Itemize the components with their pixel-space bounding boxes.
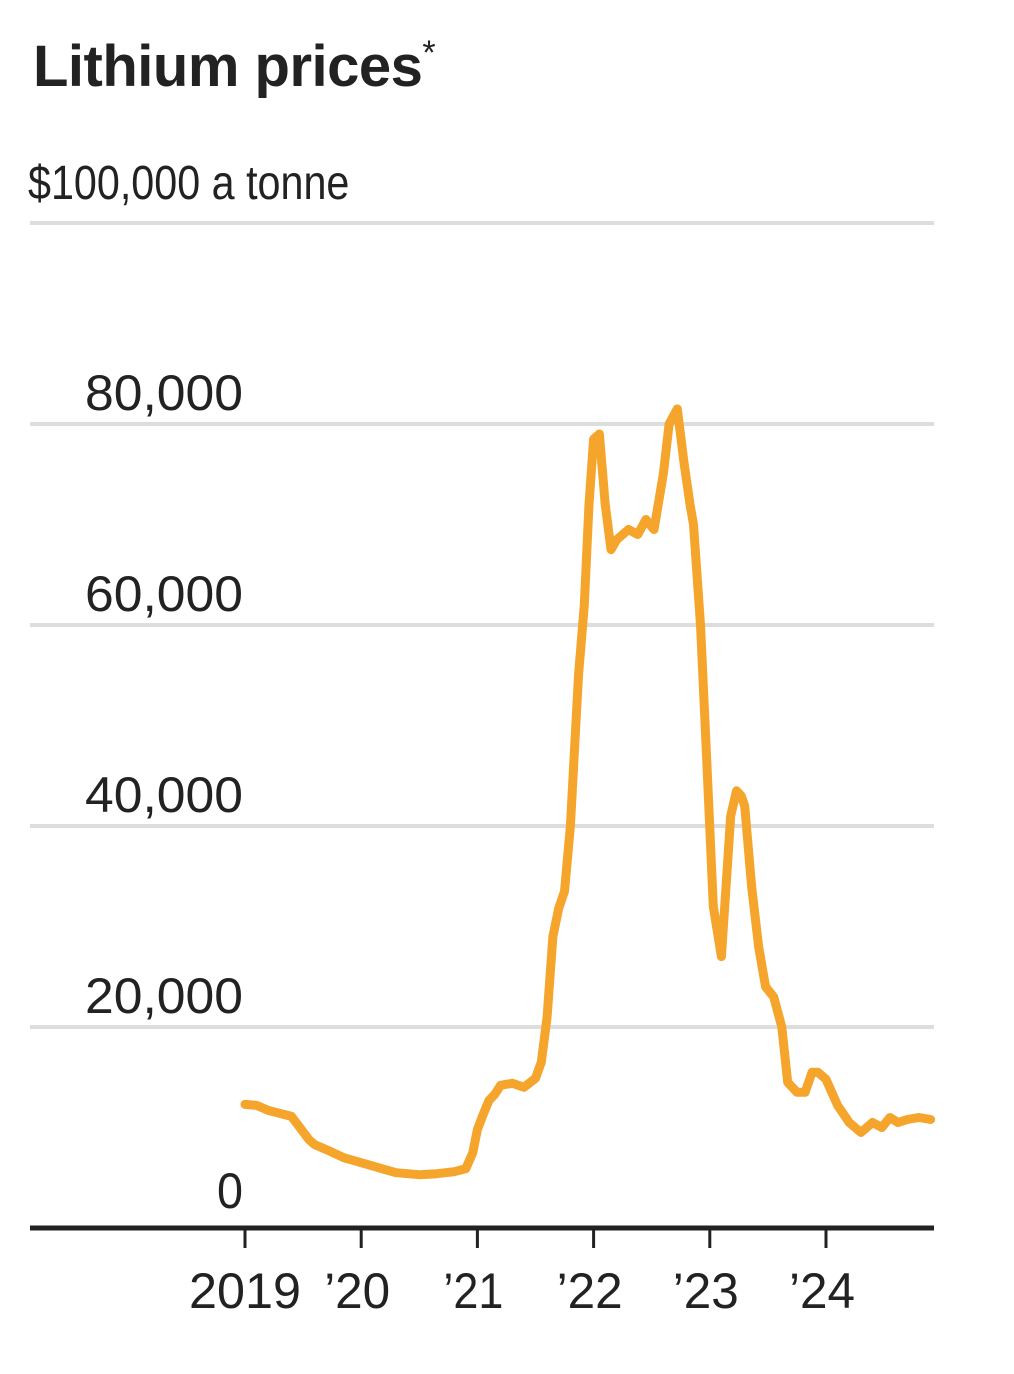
- x-tick-label: ’22: [557, 1263, 623, 1319]
- x-tick-label: ’21: [443, 1263, 503, 1319]
- x-tick-label: ’20: [324, 1263, 390, 1319]
- footnote-asterisk: *: [422, 34, 436, 72]
- y-tick-label: 80,000: [85, 365, 243, 421]
- x-axis-ticks: [243, 1230, 828, 1248]
- x-tick-label: ’23: [673, 1263, 739, 1319]
- y-tick-label: 60,000: [85, 566, 243, 622]
- x-tick-label: 2019: [189, 1263, 301, 1319]
- lithium-price-line: [240, 404, 936, 1180]
- y-axis-labels: 0 20,000 40,000 60,000 80,000: [85, 365, 243, 1219]
- y-tick-label: 20,000: [85, 968, 243, 1024]
- x-axis-labels: 2019 ’20 ’21 ’22 ’23 ’24: [189, 1263, 855, 1319]
- y-axis-unit-label: $100,000 a tonne: [28, 157, 350, 210]
- y-tick-label: 0: [217, 1163, 243, 1219]
- y-tick-label: 40,000: [85, 767, 243, 823]
- chart-title: Lithium prices*: [33, 36, 436, 96]
- x-tick-label: ’24: [789, 1263, 855, 1319]
- gridlines: [30, 221, 934, 1029]
- chart-title-text: Lithium prices: [33, 34, 423, 99]
